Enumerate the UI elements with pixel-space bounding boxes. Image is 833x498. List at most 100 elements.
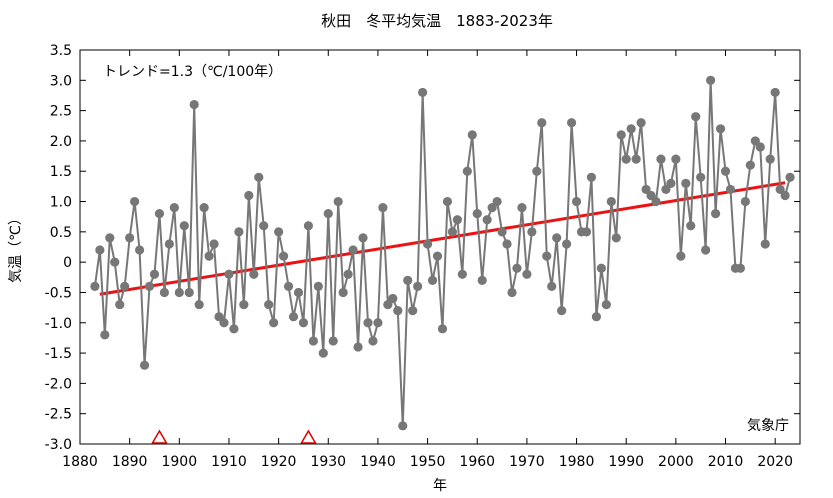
x-tick-label: 1900 (161, 454, 197, 470)
data-point (254, 172, 264, 182)
data-point (363, 318, 373, 328)
data-point (447, 227, 458, 237)
data-point (532, 166, 542, 176)
data-point (154, 209, 165, 219)
x-tick-label: 1950 (410, 454, 446, 470)
data-point (100, 330, 110, 340)
data-point (139, 360, 150, 370)
data-point (676, 251, 686, 261)
data-point (90, 281, 100, 291)
data-point (288, 312, 299, 322)
data-point (671, 154, 681, 164)
x-tick-label: 1990 (608, 454, 644, 470)
data-point (696, 172, 706, 182)
data-point (651, 196, 661, 207)
data-point (487, 203, 497, 213)
data-point (194, 299, 204, 310)
data-point (537, 118, 547, 128)
data-point (552, 233, 562, 243)
y-tick-label: -1.5 (45, 346, 72, 362)
data-point (472, 209, 482, 219)
data-point (298, 318, 309, 328)
y-tick-label: 3.0 (50, 73, 72, 89)
data-point (408, 306, 418, 316)
data-point (760, 239, 770, 249)
data-point (755, 142, 765, 152)
data-point (611, 233, 621, 243)
x-tick-label: 1880 (62, 454, 98, 470)
data-point (204, 251, 214, 261)
data-point (249, 269, 259, 279)
data-point (780, 190, 790, 201)
data-point (125, 233, 135, 243)
data-point (328, 336, 338, 346)
data-point (269, 318, 279, 328)
data-point (95, 245, 105, 255)
data-point (120, 281, 130, 291)
data-point (149, 269, 160, 279)
data-point (189, 99, 199, 110)
y-tick-label: 0.5 (50, 225, 72, 241)
data-point (418, 87, 428, 98)
x-tick-label: 2010 (708, 454, 744, 470)
data-point (358, 233, 368, 243)
data-point (388, 293, 398, 304)
data-point (308, 336, 318, 346)
data-points (90, 75, 795, 431)
y-tick-label: 0 (63, 255, 72, 271)
data-point (323, 209, 333, 219)
data-point (691, 112, 701, 122)
data-point (606, 196, 616, 207)
data-point (105, 233, 115, 243)
data-point (179, 221, 189, 231)
data-point (134, 245, 145, 255)
plot-area: 1880 1890 1900 1910 1920 1930 1940 1950 1960 1970… (45, 43, 801, 470)
data-point (348, 245, 358, 255)
data-point (621, 154, 631, 164)
y-tick-label: -1.0 (45, 316, 72, 332)
data-point (244, 190, 254, 201)
data-point (636, 118, 646, 128)
data-point (274, 227, 284, 237)
data-point (641, 184, 651, 195)
plot-frame (79, 49, 801, 445)
data-point (432, 251, 443, 261)
data-point (785, 172, 795, 182)
data-point (581, 227, 592, 237)
data-point (442, 196, 453, 207)
data-point (482, 215, 492, 225)
data-point (452, 215, 462, 225)
data-point (214, 312, 224, 322)
data-point (745, 160, 755, 170)
data-point (706, 75, 716, 85)
data-point (313, 281, 323, 291)
x-tick-label: 2000 (658, 454, 694, 470)
data-point (467, 130, 477, 140)
triangle-marker (151, 429, 168, 444)
data-point (765, 154, 775, 164)
data-point (462, 166, 472, 176)
x-axis: 1880 1890 1900 1910 1920 1930 1940 1950 1960 1970… (62, 50, 793, 470)
y-tick-label: -2.0 (45, 376, 72, 392)
y-tick-label: -0.5 (45, 285, 72, 301)
data-point (710, 209, 721, 219)
y-tick-label: -2.5 (45, 407, 72, 423)
data-point (398, 421, 408, 431)
data-point (492, 196, 502, 207)
data-point (219, 318, 229, 328)
data-point (507, 287, 517, 298)
data-point (403, 275, 413, 285)
data-point (393, 306, 403, 316)
data-point (318, 348, 328, 358)
data-point (596, 263, 606, 273)
data-point (437, 324, 448, 334)
data-point (343, 269, 353, 279)
data-point (283, 281, 294, 291)
x-tick-label: 1940 (360, 454, 396, 470)
data-point (333, 196, 343, 207)
data-point (427, 275, 438, 285)
station-change-markers (151, 429, 317, 444)
data-point (666, 178, 676, 188)
data-point (566, 118, 577, 128)
data-point (681, 178, 691, 188)
